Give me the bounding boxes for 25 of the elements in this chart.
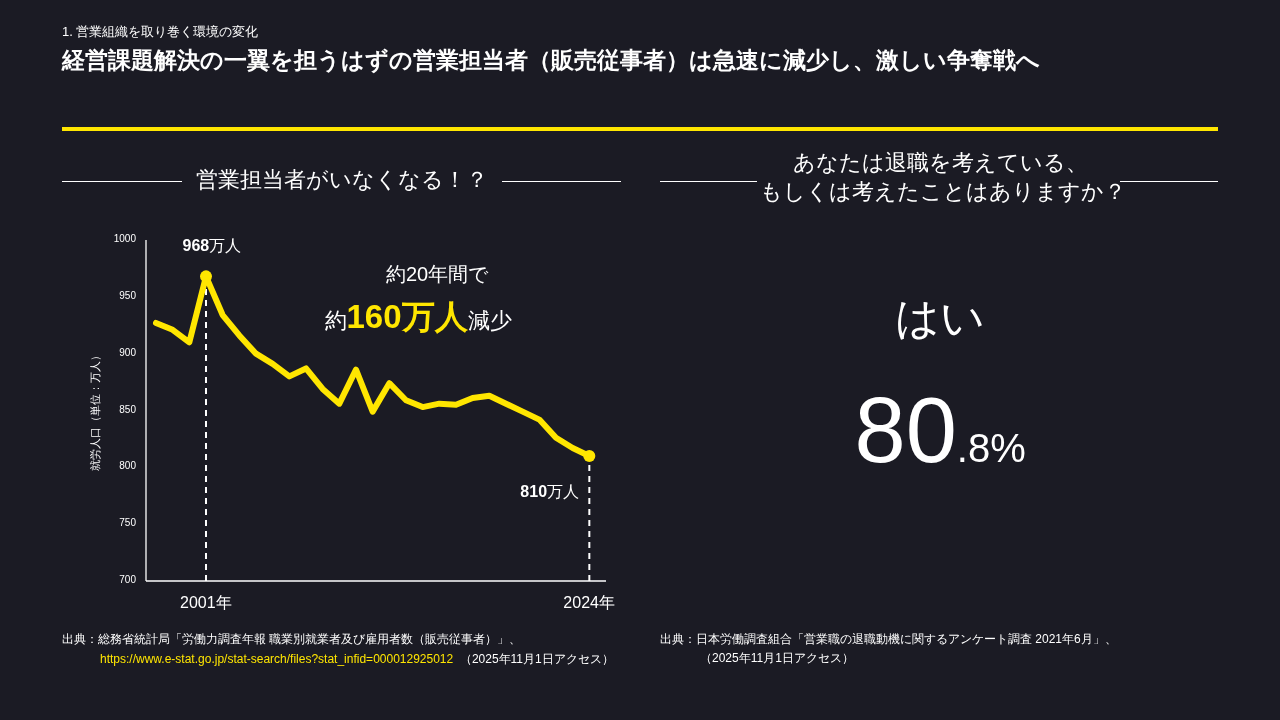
text: あなたは退職を考えている、もしくは考えたことはありますか？ bbox=[760, 149, 1126, 206]
y-tick-label: 700 bbox=[119, 574, 136, 587]
text: （2025年11月1日アクセス） bbox=[459, 652, 614, 666]
y-tick-label: 950 bbox=[119, 289, 136, 303]
annotation: 968万人 bbox=[182, 236, 242, 257]
y-tick-label: 750 bbox=[119, 517, 136, 530]
category-label: はい bbox=[895, 292, 985, 344]
text: 経営課題解決の一翼を担うはずの営業担当者（販売従事者）は急速に減少し、激しい争奪戦へ bbox=[62, 46, 1040, 75]
annotation: 810万人 bbox=[520, 481, 580, 502]
source-note: 出典：日本労働調査組合「営業職の退職動機に関するアンケート調査 2021年6月」、 bbox=[660, 632, 1117, 647]
y-tick-label: 900 bbox=[119, 346, 136, 360]
text: 1. 営業組織を取り巻く環境の変化 bbox=[62, 24, 259, 41]
annotation: 約160万人減少 bbox=[324, 297, 512, 337]
x-tick-label: 2024年 bbox=[563, 593, 615, 613]
source-note: 出典：総務省統計局「労働力調査年報 職業別就業者及び雇用者数（販売従事者）」、 bbox=[62, 632, 522, 647]
chart-title: 営業担当者がいなくなる！？ bbox=[196, 166, 488, 194]
y-axis-title: 就労人口（単位：万人） bbox=[88, 349, 102, 471]
x-tick-label: 2001年 bbox=[180, 593, 232, 613]
text: （2025年11月1日アクセス） bbox=[700, 651, 854, 666]
y-tick-label: 1000 bbox=[113, 233, 136, 246]
annotation: 約20年間で bbox=[386, 262, 489, 287]
y-tick-label: 800 bbox=[119, 460, 136, 473]
data-label: 80.8% bbox=[854, 379, 1026, 481]
y-tick-label: 850 bbox=[119, 403, 136, 416]
text: https://www.e-stat.go.jp/stat-search/files?stat_infid=000012925012 bbox=[100, 652, 454, 666]
